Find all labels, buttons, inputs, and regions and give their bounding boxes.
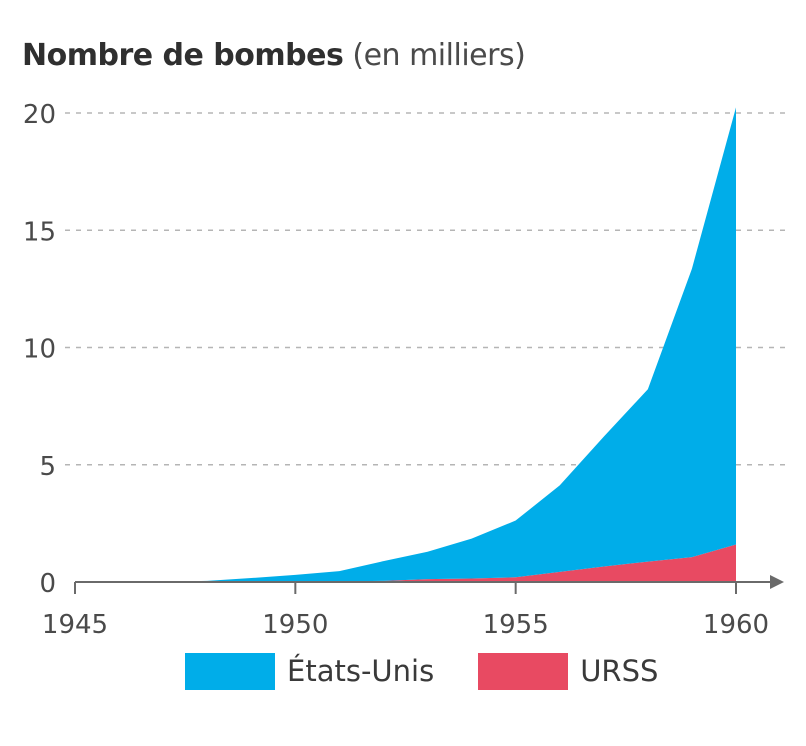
x-axis-arrow bbox=[770, 575, 784, 589]
chart-title: Nombre de bombes (en milliers) bbox=[22, 38, 526, 73]
tick-labels: 0 5 10 15 20 1945 1950 1955 1960 bbox=[23, 100, 769, 640]
x-tick-label-1960: 1960 bbox=[703, 610, 769, 640]
x-tick-label-1945: 1945 bbox=[42, 610, 108, 640]
y-tick-label-5: 5 bbox=[39, 452, 56, 482]
legend-swatch-etats-unis bbox=[185, 652, 275, 690]
y-tick-label-0: 0 bbox=[39, 569, 56, 599]
x-tick-label-1955: 1955 bbox=[483, 610, 549, 640]
title-main: Nombre de bombes bbox=[22, 38, 344, 73]
legend-label-urss: URSS bbox=[580, 654, 659, 688]
legend: États-Unis URSS bbox=[185, 652, 702, 690]
title-unit: (en milliers) bbox=[352, 38, 526, 73]
legend-swatch-urss bbox=[478, 652, 569, 690]
x-tick-label-1950: 1950 bbox=[262, 610, 328, 640]
axes bbox=[74, 575, 784, 594]
legend-item-etats-unis: États-Unis bbox=[185, 652, 435, 690]
y-tick-label-10: 10 bbox=[23, 335, 56, 365]
y-tick-label-15: 15 bbox=[23, 217, 56, 247]
legend-label-etats-unis: États-Unis bbox=[287, 654, 435, 688]
y-tick-label-20: 20 bbox=[23, 100, 56, 130]
area-series-etats-unis bbox=[75, 107, 736, 582]
legend-item-urss: URSS bbox=[478, 652, 659, 690]
area-series bbox=[75, 107, 736, 582]
area-series-urss bbox=[75, 544, 736, 582]
